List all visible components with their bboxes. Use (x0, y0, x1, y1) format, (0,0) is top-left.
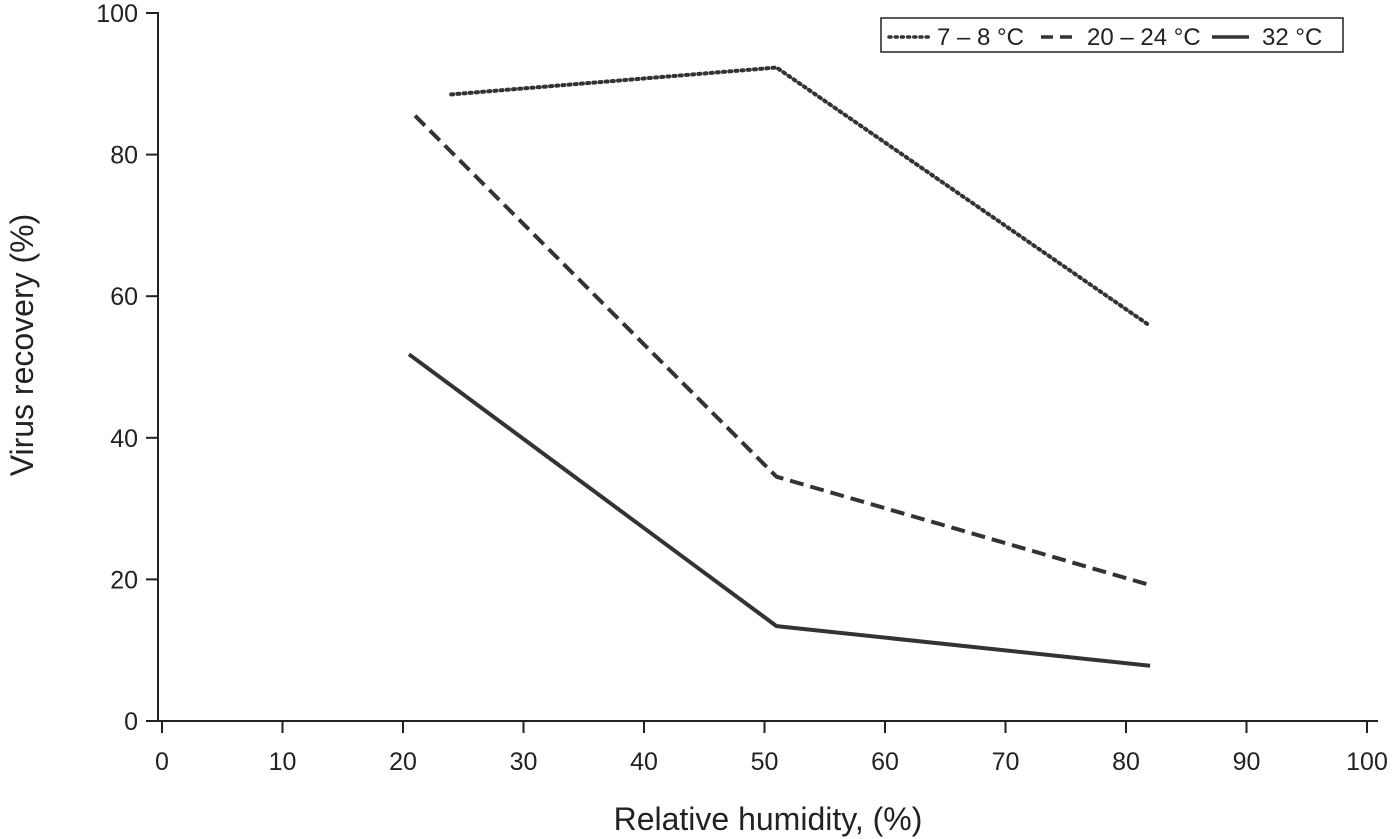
y-tick-label: 0 (124, 708, 138, 736)
x-tick-label: 30 (510, 748, 538, 776)
series-line-dotted (449, 65, 1153, 328)
legend-box (880, 17, 1344, 53)
y-tick-label: 100 (96, 0, 138, 28)
x-ticks: 0 10 20 30 40 50 60 70 80 90 100 (155, 721, 1388, 776)
x-tick-label: 90 (1233, 748, 1261, 776)
x-tick-label: 60 (871, 748, 899, 776)
series-line-dashed (413, 114, 1151, 588)
x-tick-label: 20 (389, 748, 417, 776)
y-tick-label: 80 (110, 142, 138, 170)
series-layer (407, 65, 1153, 668)
x-tick-label: 0 (155, 748, 169, 776)
legend: 7 – 8 °C 20 – 24 °C 32 °C (880, 17, 1344, 53)
x-tick-label: 40 (630, 748, 658, 776)
x-tick-label: 50 (751, 748, 779, 776)
y-tick-label: 20 (110, 566, 138, 594)
y-tick-label: 60 (110, 283, 138, 311)
axes (146, 12, 1378, 722)
y-ticks: 0 20 40 60 80 100 (96, 0, 158, 736)
series-line-solid (407, 352, 1151, 668)
legend-label-20-24: 20 – 24 °C (1087, 24, 1201, 51)
x-tick-label: 100 (1346, 748, 1388, 776)
legend-label-7-8: 7 – 8 °C (937, 24, 1024, 51)
x-tick-label: 70 (992, 748, 1020, 776)
x-tick-label: 80 (1112, 748, 1140, 776)
legend-label-32: 32 °C (1262, 24, 1322, 51)
x-axis-title: Relative humidity, (%) (614, 801, 923, 837)
y-axis-title: Virus recovery (%) (4, 214, 40, 477)
x-tick-label: 10 (269, 748, 297, 776)
y-tick-label: 40 (110, 425, 138, 453)
